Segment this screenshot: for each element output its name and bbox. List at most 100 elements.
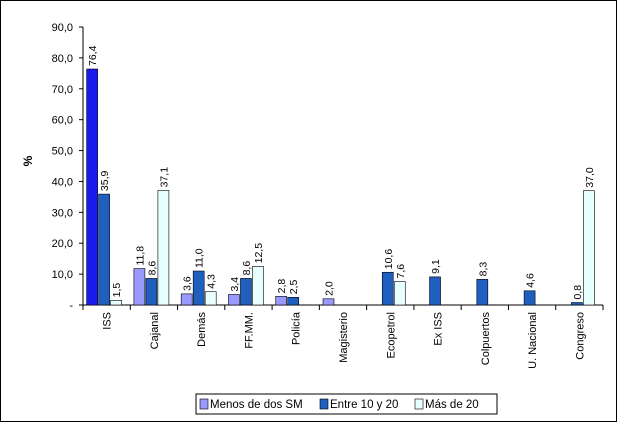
data-label: 11,0 (194, 248, 206, 268)
data-label: 3,4 (229, 277, 241, 292)
data-label: 1,5 (111, 283, 123, 298)
y-tick-label: 40,0 (52, 176, 73, 188)
y-tick-label: 30,0 (52, 207, 73, 219)
bars (86, 68, 595, 306)
bar (381, 271, 394, 306)
data-label: 4,6 (525, 273, 537, 288)
bar (98, 193, 110, 306)
y-axis-label-group: % (21, 155, 35, 166)
data-label-group: 12,5 (253, 243, 265, 264)
x-tick-label-group: Demás (196, 312, 208, 347)
data-label-group: 3,4 (229, 277, 241, 292)
bar (240, 278, 252, 306)
x-tick-label: Demás (196, 312, 208, 347)
data-label: 2,8 (276, 279, 288, 294)
x-tick-label: U. Nacional (527, 312, 539, 369)
x-tick-label-group: Ecopetrol (385, 312, 397, 358)
data-label-group: 3,6 (182, 276, 194, 291)
y-tick-label: 70,0 (52, 84, 73, 96)
x-tick-label-group: Magisterio (338, 312, 350, 363)
data-label: 11,8 (134, 246, 146, 266)
data-label-group: 0,8 (572, 285, 584, 300)
bar (275, 296, 288, 306)
y-tick-label: 20,0 (52, 238, 73, 250)
x-tick-label: Magisterio (338, 312, 350, 363)
data-label: 76,4 (87, 45, 99, 66)
y-tick-label: 50,0 (52, 146, 73, 158)
bar (571, 302, 583, 306)
bar (583, 190, 595, 306)
x-tick-label: Congreso (574, 312, 586, 360)
y-tick-label: - (69, 300, 73, 312)
data-label: 2,5 (288, 280, 300, 295)
data-label: 37,1 (158, 167, 170, 188)
data-label: 7,6 (395, 264, 407, 279)
bar (393, 281, 406, 306)
legend-swatch (414, 398, 424, 410)
legend: Menos de dos SM Entre 10 y 20 Más de 20 (195, 393, 498, 415)
axes: - 10,0 20,0 30,0 40,0 50,0 60,0 70,0 80,0 90,0 ISS… (52, 22, 604, 369)
x-tick-label: FF.MM. (243, 312, 255, 349)
x-tick-label-group: FF.MM. (243, 312, 255, 349)
data-label-group: 8,6 (241, 261, 253, 276)
bar (322, 298, 335, 306)
bar (157, 190, 170, 306)
data-label: 10,6 (383, 249, 395, 270)
y-tick-label: 10,0 (52, 269, 73, 281)
data-label-group: 2,8 (276, 279, 288, 294)
x-tick-label-group: Cajanal (149, 312, 161, 349)
bar (429, 276, 441, 306)
legend-label: Entre 10 y 20 (330, 399, 398, 411)
data-label-group: 4,3 (206, 274, 218, 289)
data-labels: 76,4 11,8 3,6 3,4 2,8 2,0 35,9 8,6 11,0 8,6 2,5 10,… (87, 45, 596, 299)
data-label-group: 4,6 (525, 273, 537, 288)
data-label-group: 11,8 (134, 246, 146, 266)
x-tick-label: Policía (291, 311, 303, 345)
data-label-group: 2,5 (288, 280, 300, 295)
data-label-group: 9,1 (430, 259, 442, 274)
x-tick-label-group: Congreso (574, 312, 586, 360)
data-label-group: 2,0 (324, 281, 336, 296)
data-label: 3,6 (182, 276, 194, 291)
x-tick-label-group: Policía (291, 311, 303, 345)
y-tick-label: 60,0 (52, 115, 73, 127)
bar (523, 290, 536, 306)
legend-label: Más de 20 (425, 399, 479, 411)
bar (476, 279, 489, 306)
data-label-group: 8,3 (477, 262, 489, 277)
data-label: 8,3 (477, 262, 489, 277)
data-label-group: 35,9 (99, 171, 111, 192)
data-label-group: 76,4 (87, 45, 99, 66)
y-tick-label: 90,0 (52, 22, 73, 34)
data-label: 9,1 (430, 259, 442, 274)
x-tick-label-group: Colpuertos (480, 312, 492, 366)
x-tick-label: Colpuertos (480, 312, 492, 366)
data-label-group: 10,6 (383, 249, 395, 270)
data-label-group: 7,6 (395, 264, 407, 279)
data-label: 0,8 (572, 285, 584, 300)
x-tick-label-group: Ex ISS (433, 312, 445, 346)
data-label-group: 1,5 (111, 283, 123, 298)
x-tick-label: ISS (102, 312, 114, 330)
legend-swatch (199, 398, 209, 410)
x-tick-label-group: U. Nacional (527, 312, 539, 369)
bar (145, 278, 158, 306)
data-label-group: 37,0 (584, 167, 596, 188)
data-label-group: 11,0 (194, 248, 206, 268)
y-tick-label: 80,0 (52, 53, 73, 65)
bar (287, 296, 300, 306)
x-tick-label: Ecopetrol (385, 312, 397, 358)
bar (110, 300, 122, 306)
data-label: 2,0 (324, 281, 336, 296)
data-label: 8,6 (146, 261, 158, 276)
legend-label: Menos de dos SM (210, 399, 303, 411)
bar (133, 268, 146, 306)
bar (180, 293, 193, 306)
data-label: 4,3 (206, 274, 218, 289)
x-tick-label-group: ISS (102, 312, 114, 330)
y-axis-label: % (21, 155, 35, 166)
legend-swatch (319, 398, 329, 410)
data-label: 12,5 (253, 243, 265, 264)
